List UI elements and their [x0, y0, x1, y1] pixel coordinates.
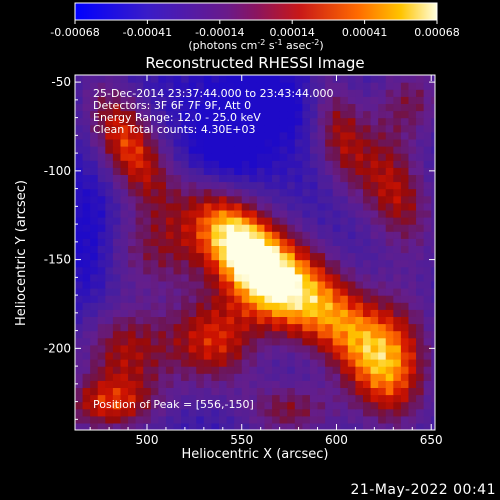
x-axis: 500 550 600 650	[89, 75, 443, 447]
annotation-block: 25-Dec-2014 23:37:44.000 to 23:43:44.000…	[93, 87, 334, 136]
y-axis-label: Heliocentric Y (arcsec)	[14, 180, 29, 326]
annotation-line-energy: Energy Range: 12.0 - 25.0 keV	[93, 111, 261, 124]
x-tick-label: 650	[420, 433, 443, 447]
colorbar-tick-label: -0.00014	[195, 26, 244, 39]
colorbar-tick-label: -0.00068	[50, 26, 99, 39]
y-tick-label: -200	[44, 341, 71, 355]
y-tick-label: -50	[51, 75, 71, 89]
annotation-line-time: 25-Dec-2014 23:37:44.000 to 23:43:44.000	[93, 87, 334, 100]
colorbar-tick-label: -0.00041	[123, 26, 172, 39]
x-tick-label: 600	[325, 433, 348, 447]
colorbar-tick-label: 0.00014	[269, 26, 315, 39]
colorbar-ticks	[74, 20, 438, 24]
colorbar-gradient	[74, 2, 438, 21]
y-axis: -50 -100 -150 -200	[44, 75, 435, 420]
colorbar: -0.00068 -0.00041 -0.00014 0.00014 0.00041 0.…	[50, 2, 460, 52]
y-tick-label: -100	[44, 164, 71, 178]
heatmap-image	[75, 75, 435, 430]
x-tick-label: 500	[136, 433, 159, 447]
date-stamp: 21-May-2022 00:41	[350, 482, 496, 498]
y-tick-label: -150	[44, 253, 71, 267]
colorbar-tick-label: 0.00041	[342, 26, 388, 39]
colorbar-label: (photons cm-2 s-1 asec-2)	[188, 38, 323, 52]
colorbar-tick-label: 0.00068	[414, 26, 460, 39]
plot-frame	[74, 74, 436, 431]
annotation-line-detectors: Detectors: 3F 6F 7F 9F, Att 0	[93, 99, 251, 112]
chart-title: Reconstructed RHESSI Image	[145, 54, 364, 72]
annotation-line-counts: Clean Total counts: 4.30E+03	[93, 123, 256, 136]
peak-position-label: Position of Peak = [556,-150]	[93, 398, 254, 411]
x-axis-label: Heliocentric X (arcsec)	[182, 447, 329, 462]
colorbar-tick-labels: -0.00068 -0.00041 -0.00014 0.00014 0.00041 0.…	[50, 26, 459, 39]
x-tick-label: 550	[230, 433, 253, 447]
